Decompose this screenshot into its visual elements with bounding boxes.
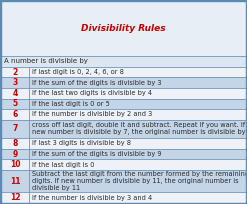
Text: Divisibility Rules: Divisibility Rules: [81, 24, 166, 33]
Text: 4: 4: [13, 89, 18, 98]
Text: If the last digit is 0: If the last digit is 0: [32, 162, 95, 168]
Text: If the last digit is 0 or 5: If the last digit is 0 or 5: [32, 101, 110, 107]
Bar: [29, 67, 246, 77]
Bar: [29, 99, 246, 109]
Bar: [29, 159, 246, 170]
Text: 9: 9: [13, 150, 18, 159]
Text: 10: 10: [10, 160, 21, 169]
Text: If the last two digits is divisible by 4: If the last two digits is divisible by 4: [32, 90, 152, 96]
Bar: [29, 88, 246, 99]
Bar: [29, 170, 246, 192]
Text: 6: 6: [13, 110, 18, 119]
Bar: [1, 99, 29, 109]
Bar: [29, 120, 246, 138]
Text: 7: 7: [13, 124, 18, 133]
Text: A number is divisible by: A number is divisible by: [4, 58, 88, 64]
Bar: [29, 138, 246, 149]
Text: If the sum of the digits is divisible by 9: If the sum of the digits is divisible by…: [32, 151, 162, 157]
Text: 5: 5: [13, 99, 18, 108]
Bar: [1, 56, 246, 67]
Text: If the number is divisible by 3 and 4: If the number is divisible by 3 and 4: [32, 195, 153, 201]
Bar: [1, 1, 246, 56]
Text: cross off last digit, double it and subtract. Repeat if you want. If
new number : cross off last digit, double it and subt…: [32, 122, 247, 135]
Text: If the sum of the digits is divisible by 3: If the sum of the digits is divisible by…: [32, 80, 162, 86]
Bar: [29, 77, 246, 88]
Bar: [29, 109, 246, 120]
Bar: [1, 88, 29, 99]
Text: If last digit is 0, 2, 4, 6, or 8: If last digit is 0, 2, 4, 6, or 8: [32, 69, 124, 75]
Text: 12: 12: [10, 193, 21, 202]
Text: 8: 8: [13, 139, 18, 148]
Text: 11: 11: [10, 177, 21, 186]
Bar: [1, 138, 29, 149]
Text: 3: 3: [13, 78, 18, 87]
Bar: [1, 120, 29, 138]
Bar: [29, 192, 246, 203]
Bar: [1, 67, 29, 77]
Text: 2: 2: [13, 68, 18, 76]
Bar: [1, 192, 29, 203]
Text: Subtract the last digit from the number formed by the remaining
digits. If new n: Subtract the last digit from the number …: [32, 171, 247, 191]
Bar: [1, 149, 29, 159]
Text: If the number is divisible by 2 and 3: If the number is divisible by 2 and 3: [32, 111, 153, 118]
Bar: [1, 77, 29, 88]
Bar: [1, 170, 29, 192]
Bar: [1, 109, 29, 120]
Bar: [29, 149, 246, 159]
Text: If last 3 digits is divisible by 8: If last 3 digits is divisible by 8: [32, 140, 131, 146]
Bar: [1, 159, 29, 170]
